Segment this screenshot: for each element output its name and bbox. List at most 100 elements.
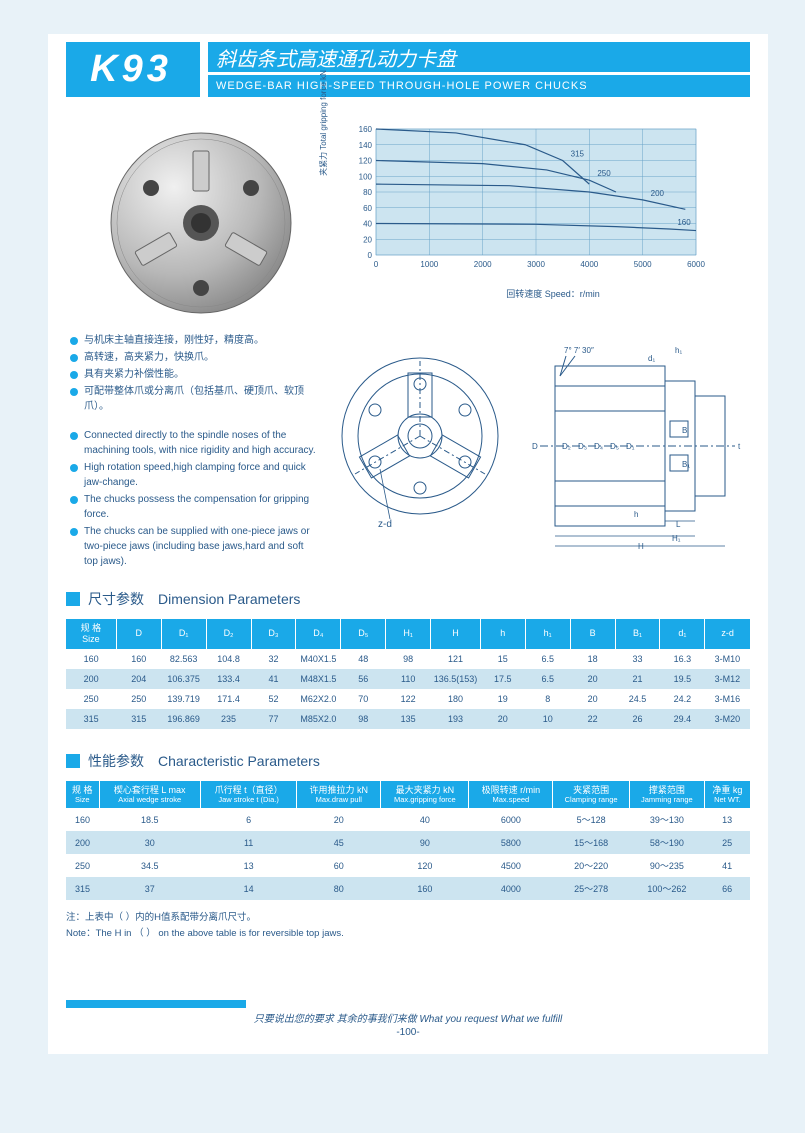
note-cn: 注：上表中（ ）内的H值系配带分离爪尺寸。 (66, 910, 750, 925)
table-cell: 18 (570, 649, 615, 669)
table-cell: M48X1.5 (296, 669, 341, 689)
table-cell: 6 (200, 808, 296, 831)
table-note: 注：上表中（ ）内的H值系配带分离爪尺寸。 Note：The H in （ ） … (66, 910, 750, 940)
table-cell: 315 (66, 877, 99, 900)
table-cell: 20～220 (553, 854, 630, 877)
svg-text:5000: 5000 (634, 260, 652, 269)
bullet-en: The chucks can be supplied with one-piec… (70, 524, 318, 569)
table-cell: 32 (251, 649, 296, 669)
table-cell: 315 (116, 709, 161, 729)
table-cell: 45 (297, 831, 381, 854)
table-cell: 10 (525, 709, 570, 729)
product-photo (96, 123, 306, 323)
table-row: 16016082.563104.832M40X1.54898121156.518… (66, 649, 750, 669)
svg-text:B: B (682, 426, 687, 435)
table-cell: 4500 (469, 854, 553, 877)
char-head-cn: 性能参数 (88, 751, 144, 771)
table-cell: 13 (704, 808, 750, 831)
char-header: 最大夹紧力 kNMax.gripping force (381, 781, 469, 809)
dim-header: D₁ (161, 619, 206, 649)
table-cell: 37 (99, 877, 200, 900)
table-cell: 39～130 (629, 808, 704, 831)
svg-text:80: 80 (363, 188, 372, 197)
table-cell: 133.4 (206, 669, 251, 689)
table-cell: 200 (66, 669, 116, 689)
char-header: 楔心套行程 L maxAxial wedge stroke (99, 781, 200, 809)
table-cell: 6000 (469, 808, 553, 831)
dim-head-cn: 尺寸参数 (88, 589, 144, 609)
header: K93 斜齿条式高速通孔动力卡盘 WEDGE-BAR HIGH-SPEED TH… (66, 42, 750, 97)
char-header: 夹紧范围Clamping range (553, 781, 630, 809)
table-row: 20030114590580015～16858～19025 (66, 831, 750, 854)
table-cell: 60 (297, 854, 381, 877)
table-row: 16018.56204060005～12839～13013 (66, 808, 750, 831)
table-cell: 41 (704, 854, 750, 877)
table-cell: 26 (615, 709, 660, 729)
front-view-diagram: z-d (330, 341, 510, 541)
table-cell: 135 (386, 709, 431, 729)
table-cell: 56 (341, 669, 386, 689)
dim-header: B₁ (615, 619, 660, 649)
table-cell: 14 (200, 877, 296, 900)
svg-text:1000: 1000 (420, 260, 438, 269)
table-row: 25034.51360120450020～22090～23541 (66, 854, 750, 877)
table-cell: 200 (66, 831, 99, 854)
table-row: 250250139.719171.452M62X2.07012218019820… (66, 689, 750, 709)
char-section-head: 性能参数 Characteristic Parameters (66, 751, 750, 771)
svg-text:60: 60 (363, 204, 372, 213)
table-cell: 82.563 (161, 649, 206, 669)
table-cell: 104.8 (206, 649, 251, 669)
table-cell: 24.2 (660, 689, 705, 709)
note-en: Note：The H in （ ） on the above table is … (66, 926, 750, 941)
svg-text:0: 0 (368, 251, 373, 260)
table-cell: 25～278 (553, 877, 630, 900)
chart-ylabel: 夹紧力 Total gripping force kN (318, 48, 329, 198)
table-cell: 171.4 (206, 689, 251, 709)
table-cell: 110 (386, 669, 431, 689)
technical-diagrams: z-d 7° 7 (330, 333, 750, 571)
dim-header: D₄ (296, 619, 341, 649)
chart-xlabel: 回转速度 Speed：r/min (366, 287, 740, 300)
char-header: 撑紧范围Jamming range (629, 781, 704, 809)
square-bullet-icon (66, 754, 80, 768)
table-row: 315315196.86923577M85X2.0981351932010222… (66, 709, 750, 729)
section-view-diagram: 7° 7′ 30″ h₁ d₁ D D₂ D₃ D₄ D₅ D₁ B B₁ t … (520, 341, 750, 551)
table-cell: 21 (615, 669, 660, 689)
table-cell: 3-M16 (705, 689, 750, 709)
table-cell: M85X2.0 (296, 709, 341, 729)
svg-text:160: 160 (359, 125, 373, 134)
page-number: -100- (66, 1027, 750, 1038)
svg-text:100: 100 (359, 172, 373, 181)
svg-text:H₁: H₁ (672, 534, 681, 543)
table-cell: 25 (704, 831, 750, 854)
force-speed-chart: 夹紧力 Total gripping force kN 020406080100… (346, 123, 706, 273)
title-block: 斜齿条式高速通孔动力卡盘 WEDGE-BAR HIGH-SPEED THROUG… (208, 42, 750, 97)
table-cell: 3-M20 (705, 709, 750, 729)
chart-area: 夹紧力 Total gripping force kN 020406080100… (326, 117, 750, 323)
dim-header: 规 格Size (66, 619, 116, 649)
dim-header: h₁ (525, 619, 570, 649)
dimension-table: 规 格SizeDD₁D₂D₃D₄D₅H₁Hhh₁BB₁d₁z-d 1601608… (66, 619, 750, 729)
svg-text:D: D (532, 442, 538, 451)
svg-text:D₄: D₄ (594, 442, 603, 451)
table-cell: 22 (570, 709, 615, 729)
svg-text:h: h (634, 510, 638, 519)
table-cell: 3-M10 (705, 649, 750, 669)
bullet-cn: 与机床主轴直接连接，刚性好，精度高。 (70, 333, 318, 348)
svg-text:D₃: D₃ (578, 442, 587, 451)
svg-text:4000: 4000 (580, 260, 598, 269)
char-head-en: Characteristic Parameters (158, 753, 320, 769)
table-cell: 120 (381, 854, 469, 877)
table-cell: 41 (251, 669, 296, 689)
footer-bar (66, 1000, 246, 1008)
svg-text:D₂: D₂ (562, 442, 571, 451)
table-cell: 70 (341, 689, 386, 709)
dim-header: D (116, 619, 161, 649)
table-cell: 30 (99, 831, 200, 854)
mid-row: 与机床主轴直接连接，刚性好，精度高。高转速，高夹紧力，快换爪。具有夹紧力补偿性能… (66, 333, 750, 571)
bullet-cn: 高转速，高夹紧力，快换爪。 (70, 350, 318, 365)
characteristic-table: 规 格Size楔心套行程 L maxAxial wedge stroke爪行程 … (66, 781, 750, 901)
table-cell: M62X2.0 (296, 689, 341, 709)
table-cell: 58～190 (629, 831, 704, 854)
svg-text:140: 140 (359, 141, 373, 150)
